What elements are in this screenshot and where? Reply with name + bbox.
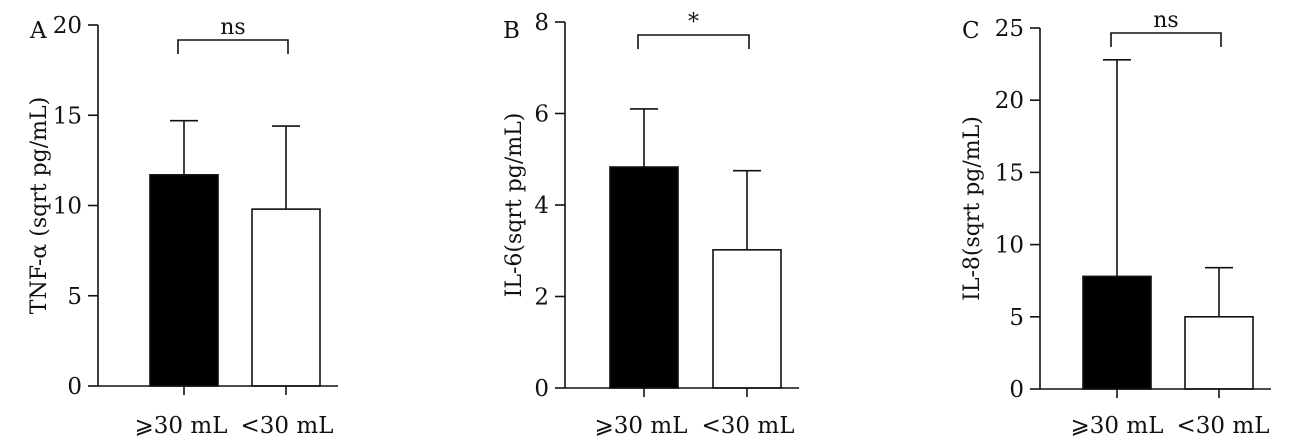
y-tick-label: 15 [53, 103, 82, 129]
panel-letter: A [29, 18, 47, 44]
y-tick-label: 0 [534, 376, 549, 402]
chart-panel-a: A TNF-α (sqrt pg/mL) 0 5 10 15 20 ⩾30 mL <30 mL n… [27, 13, 338, 439]
x-tick-label: ⩾30 mL [135, 413, 228, 439]
y-tick-label: 5 [67, 284, 82, 310]
panel-letter: C [962, 18, 980, 44]
y-axis-label: IL-8(sqrt pg/mL) [960, 116, 985, 301]
significance-bracket [177, 39, 289, 54]
y-tick-label: 20 [53, 13, 82, 39]
x-tick-label: <30 mL [1177, 413, 1270, 439]
bar [149, 174, 219, 387]
y-tick-label: 2 [534, 285, 549, 311]
y-tick-label: 4 [534, 193, 549, 219]
significance-label: ns [220, 15, 245, 40]
x-tick-label: <30 mL [241, 413, 334, 439]
y-tick-label: 15 [995, 160, 1024, 186]
significance-label: ns [1153, 8, 1178, 33]
panel-letter: B [503, 18, 520, 44]
bar [251, 208, 321, 387]
significance-label: * [688, 10, 699, 35]
y-tick-label: 25 [995, 16, 1024, 42]
y-tick-label: 10 [995, 233, 1024, 259]
chart-panel-c: C IL-8(sqrt pg/mL) 0 5 10 15 20 25 ⩾30 mL <30 mL n… [960, 8, 1271, 439]
bar [1082, 275, 1152, 390]
y-tick-label: 6 [534, 102, 549, 128]
y-tick-label: 0 [67, 374, 82, 400]
chart-panel-b: B IL-6(sqrt pg/mL) 0 2 4 6 8 ⩾30 mL <30 mL * [502, 10, 799, 439]
y-tick-label: 8 [534, 10, 549, 36]
bar [712, 249, 782, 389]
y-axis-label: TNF-α (sqrt pg/mL) [27, 97, 52, 314]
bar [609, 166, 679, 389]
x-tick-label: ⩾30 mL [595, 413, 688, 439]
y-axis-label: IL-6(sqrt pg/mL) [502, 113, 527, 298]
y-tick-label: 0 [1009, 377, 1024, 403]
y-tick-label: 5 [1009, 305, 1024, 331]
bar [1184, 315, 1254, 390]
y-tick-label: 20 [995, 88, 1024, 114]
x-tick-label: ⩾30 mL [1071, 413, 1164, 439]
x-tick-label: <30 mL [702, 413, 795, 439]
y-tick-label: 10 [53, 194, 82, 220]
significance-bracket [637, 34, 750, 49]
significance-bracket [1110, 32, 1222, 47]
